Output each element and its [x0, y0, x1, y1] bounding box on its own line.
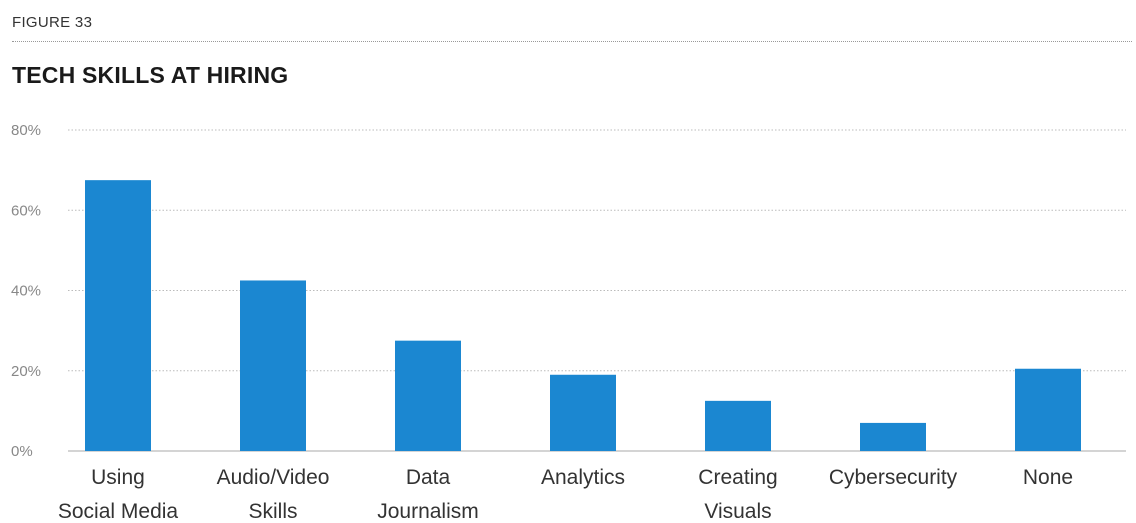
- bar: [395, 340, 461, 451]
- x-axis-labels: Using Social Media Audio/Video Skills Data Jo…: [58, 466, 1073, 523]
- category-label: Creating: [698, 466, 777, 489]
- category-label: Data: [406, 466, 451, 489]
- category-label: Audio/Video: [217, 466, 330, 489]
- y-tick-label: 80%: [11, 122, 41, 139]
- bars: [85, 180, 1081, 451]
- bar: [705, 400, 771, 451]
- category-label: Skills: [248, 500, 297, 523]
- category-label: Journalism: [377, 500, 479, 523]
- category-label: Using: [91, 466, 145, 489]
- category-label: Analytics: [541, 466, 625, 489]
- bar: [240, 280, 306, 451]
- category-label: Cybersecurity: [829, 466, 958, 489]
- bar: [1015, 368, 1081, 451]
- category-label: None: [1023, 466, 1073, 489]
- bar: [860, 422, 926, 451]
- y-tick-label: 0%: [11, 443, 33, 460]
- figure-label: FIGURE 33: [12, 14, 93, 31]
- y-tick-label: 60%: [11, 202, 41, 219]
- bar: [550, 374, 616, 451]
- y-tick-label: 40%: [11, 283, 41, 300]
- figure-divider: [12, 41, 1132, 42]
- chart-title: TECH SKILLS AT HIRING: [12, 62, 289, 88]
- category-label: Social Media: [58, 500, 179, 523]
- y-axis-ticks: 0% 20% 40% 60% 80%: [11, 122, 41, 460]
- y-tick-label: 20%: [11, 363, 41, 380]
- bar: [85, 180, 151, 451]
- category-label: Visuals: [704, 500, 771, 523]
